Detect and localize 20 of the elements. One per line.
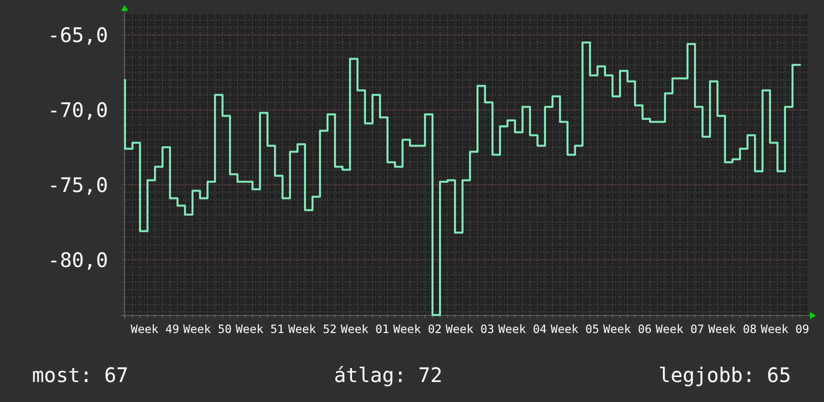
x-tick-label: Week 52 <box>288 322 337 336</box>
x-tick-label: Week 02 <box>393 322 442 336</box>
x-tick-label: Week 04 <box>498 322 547 336</box>
x-tick-label: Week 05 <box>550 322 600 336</box>
x-tick-label: Week 50 <box>183 322 232 336</box>
text: most: 67 <box>32 363 128 387</box>
x-tick-label: Week 03 <box>446 322 494 336</box>
x-tick-label: Week 07 <box>656 322 704 336</box>
x-tick-label: Week 09 <box>760 322 810 336</box>
x-tick-label: Week 01 <box>340 322 390 336</box>
x-tick-label: Week 08 <box>708 322 757 336</box>
text: legjobb: 65 <box>658 363 791 387</box>
x-tick-label: Week 49 <box>130 322 180 336</box>
y-tick-label: -65,0 <box>48 23 108 48</box>
x-tick-label: Week 06 <box>603 322 652 336</box>
y-tick-label: -70,0 <box>48 98 108 122</box>
y-tick-label: -80,0 <box>48 248 108 272</box>
text: átlag: 72 <box>334 363 442 387</box>
y-tick-label: -75,0 <box>48 172 108 197</box>
x-tick-label: Week 51 <box>236 322 284 336</box>
